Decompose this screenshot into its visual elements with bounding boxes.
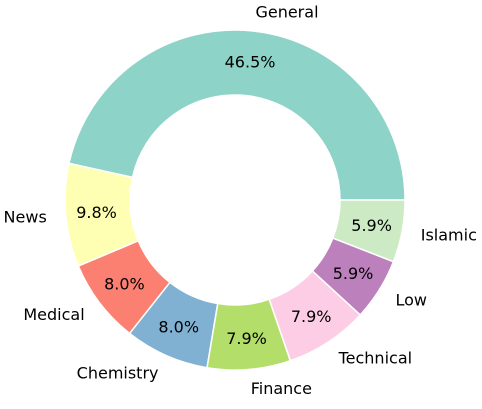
category-label-finance: Finance: [251, 379, 312, 398]
category-label-technical: Technical: [338, 349, 412, 368]
category-label-medical: Medical: [23, 305, 84, 324]
category-label-news: News: [4, 208, 47, 227]
slice-islamic: [331, 199, 406, 263]
category-label-islamic: Islamic: [421, 225, 477, 244]
percent-label-technical: 7.9%: [291, 307, 332, 326]
percent-label-finance: 7.9%: [226, 329, 267, 348]
percent-label-islamic: 5.9%: [351, 216, 392, 235]
category-label-chemistry: Chemistry: [77, 363, 159, 382]
percent-label-general: 46.5%: [225, 52, 276, 71]
category-label-general: General: [255, 3, 318, 22]
percent-labels-group: 46.5% 9.8% 8.0% 8.0% 7.9% 7.9% 5.9% 5.9%: [76, 52, 392, 348]
category-labels-group: General News Medical Chemistry Finance Techni…: [4, 3, 477, 398]
percent-label-medical: 8.0%: [104, 275, 145, 294]
percent-label-low: 5.9%: [333, 264, 374, 283]
category-label-low: Low: [395, 290, 427, 309]
slices-group: [64, 29, 406, 371]
slice-general: [68, 29, 406, 201]
percent-label-chemistry: 8.0%: [158, 318, 199, 337]
percent-label-news: 9.8%: [76, 203, 117, 222]
